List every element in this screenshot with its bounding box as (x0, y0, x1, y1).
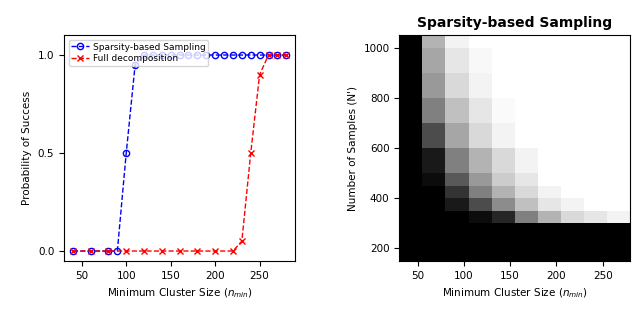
Sparsity-based Sampling (176, 53, 184, 57)
Full decomposition (229, 249, 237, 253)
Sparsity-based Sampling (282, 53, 290, 57)
Sparsity-based Sampling (185, 53, 193, 57)
Full decomposition (87, 249, 95, 253)
Full decomposition (122, 249, 130, 253)
Sparsity-based Sampling (104, 249, 112, 253)
Sparsity-based Sampling (158, 53, 166, 57)
Line: Sparsity-based Sampling: Sparsity-based Sampling (70, 52, 289, 254)
Sparsity-based Sampling (122, 151, 130, 155)
Sparsity-based Sampling (202, 53, 210, 57)
Full decomposition (176, 249, 184, 253)
Title: Sparsity-based Sampling: Sparsity-based Sampling (417, 16, 612, 30)
Full decomposition (69, 249, 77, 253)
Legend: Sparsity-based Sampling, Full decomposition: Sparsity-based Sampling, Full decomposit… (68, 40, 209, 66)
Sparsity-based Sampling (69, 249, 77, 253)
Sparsity-based Sampling (238, 53, 246, 57)
Full decomposition (247, 151, 255, 155)
Sparsity-based Sampling (87, 249, 95, 253)
X-axis label: Minimum Cluster Size ($n_{min}$): Minimum Cluster Size ($n_{min}$) (107, 286, 253, 300)
Full decomposition (140, 249, 148, 253)
Sparsity-based Sampling (113, 249, 121, 253)
Sparsity-based Sampling (167, 53, 175, 57)
Sparsity-based Sampling (149, 53, 157, 57)
Sparsity-based Sampling (131, 63, 139, 67)
Sparsity-based Sampling (247, 53, 255, 57)
Sparsity-based Sampling (211, 53, 219, 57)
Sparsity-based Sampling (273, 53, 281, 57)
Y-axis label: Probability of Success: Probability of Success (22, 91, 32, 205)
X-axis label: Minimum Cluster Size ($n_{min}$): Minimum Cluster Size ($n_{min}$) (442, 286, 588, 300)
Sparsity-based Sampling (229, 53, 237, 57)
Full decomposition (265, 53, 273, 57)
Full decomposition (193, 249, 201, 253)
Full decomposition (256, 73, 264, 77)
Full decomposition (273, 53, 281, 57)
Y-axis label: Number of Samples (N'): Number of Samples (N') (348, 86, 358, 211)
Line: Full decomposition: Full decomposition (70, 52, 289, 254)
Full decomposition (158, 249, 166, 253)
Full decomposition (211, 249, 219, 253)
Full decomposition (238, 239, 246, 243)
Full decomposition (282, 53, 290, 57)
Sparsity-based Sampling (193, 53, 201, 57)
Sparsity-based Sampling (140, 53, 148, 57)
Full decomposition (104, 249, 112, 253)
Sparsity-based Sampling (220, 53, 228, 57)
Sparsity-based Sampling (256, 53, 264, 57)
Sparsity-based Sampling (265, 53, 273, 57)
